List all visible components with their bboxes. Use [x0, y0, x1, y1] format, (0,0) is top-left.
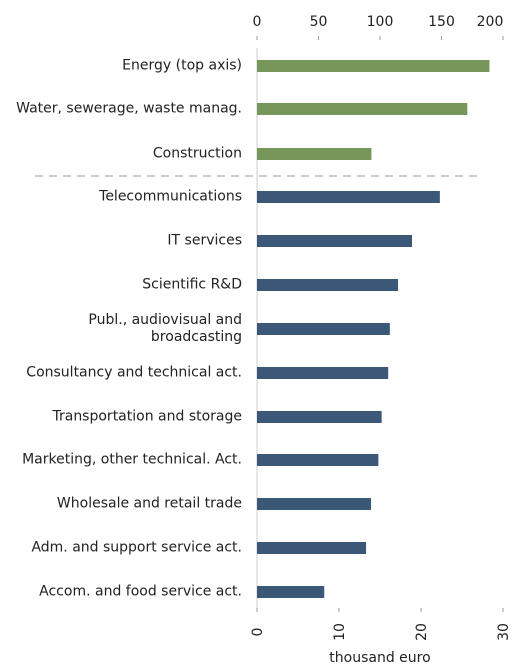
category-label: Marketing, other technical. Act.	[22, 451, 242, 468]
x2-tick-label: 150	[428, 14, 455, 30]
x-tick-label: 30	[496, 623, 512, 641]
category-label: Scientific R&D	[142, 276, 242, 293]
bar	[257, 103, 468, 115]
bar	[257, 60, 490, 72]
x-tick-label: 10	[332, 623, 348, 641]
category-label: Publ., audiovisual and broadcasting	[88, 312, 242, 345]
x-axis-label: thousand euro	[329, 650, 430, 666]
bar	[257, 542, 367, 554]
x-tick-label: 20	[414, 623, 430, 641]
x-tick-label: 0	[250, 628, 266, 637]
category-label: Adm. and support service act.	[31, 539, 242, 556]
category-label: Energy (top axis)	[122, 57, 242, 74]
bar	[257, 323, 390, 335]
category-label: Accom. and food service act.	[39, 583, 242, 600]
category-label: Transportation and storage	[52, 408, 242, 425]
bar	[257, 279, 399, 291]
category-label: Construction	[152, 145, 242, 162]
x2-tick-label: 0	[253, 14, 262, 30]
x2-tick-label: 100	[367, 14, 394, 30]
category-label: Wholesale and retail trade	[56, 495, 242, 512]
x2-tick-label: 50	[310, 14, 328, 30]
bar	[257, 367, 389, 379]
category-label: Water, sewerage, waste manag.	[16, 100, 242, 117]
bar	[257, 148, 372, 160]
bar	[257, 235, 412, 247]
bar	[257, 411, 382, 423]
bar	[257, 191, 440, 203]
bar	[257, 498, 371, 510]
category-label: Telecommunications	[99, 188, 242, 205]
x2-tick-label: 200	[477, 14, 504, 30]
category-label: Consultancy and technical act.	[26, 364, 242, 381]
bar	[257, 454, 379, 466]
category-label: IT services	[167, 232, 242, 249]
bar	[257, 586, 325, 598]
